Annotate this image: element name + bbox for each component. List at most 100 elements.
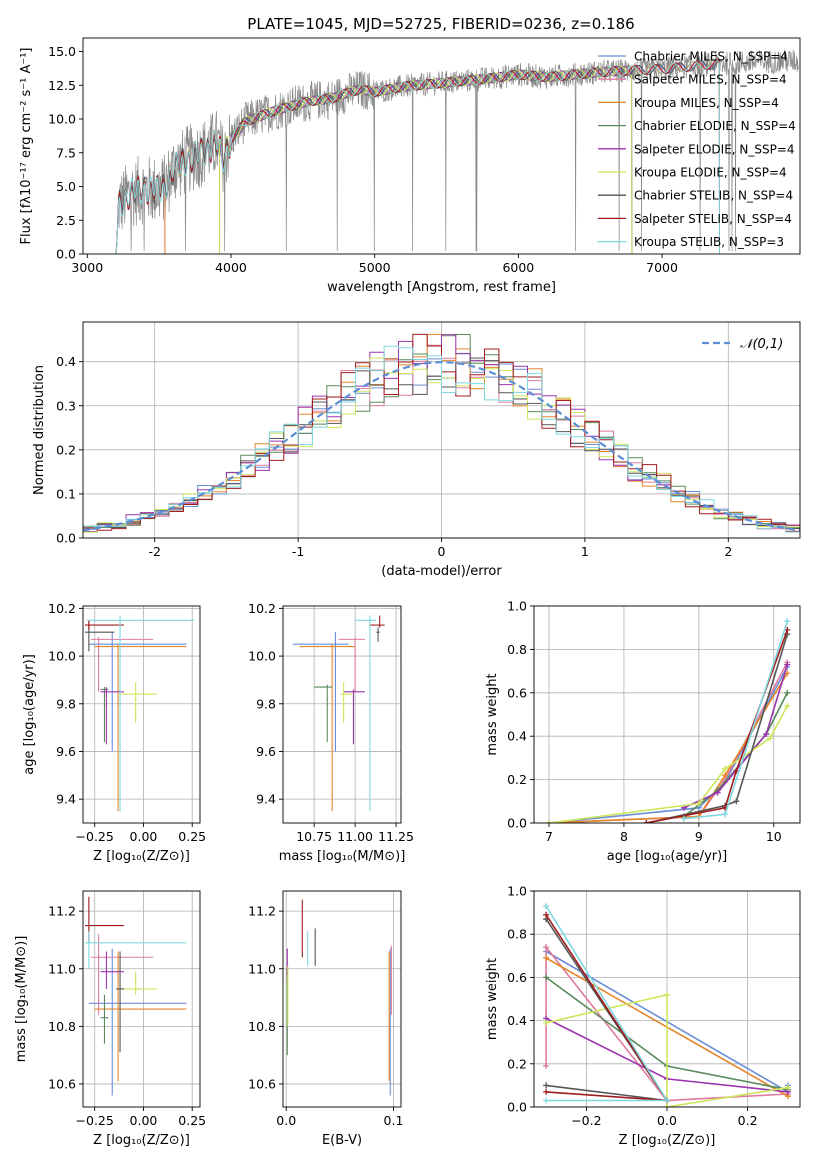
weight-marker (643, 820, 650, 823)
chart-mass-vs-ebv: 0.0 0.1 10.6 10.8 11.0 11.2 E(B-V) (248, 890, 404, 1148)
weight-line (646, 633, 789, 823)
y-tick-label: 9.8 (256, 696, 276, 711)
weight-marker (543, 1062, 550, 1069)
weight-marker (664, 1097, 670, 1104)
x-axis-label: (data-model)/error (381, 564, 502, 579)
y-axis-label: mass [log₁₀(M/M⊙)] (14, 936, 29, 1063)
y-tick-label: 0.3 (56, 398, 76, 413)
y-tick-label: 9.4 (256, 792, 276, 807)
weight-line (545, 905, 669, 1102)
errorbars (292, 615, 385, 812)
x-axis-label: age [log₁₀(age/yr)] (607, 849, 728, 864)
y-axis-label: age [log₁₀(age/yr)] (22, 654, 37, 775)
errorbar-chabrier-stelib (376, 627, 380, 642)
x-tick-label: 11.00 (337, 829, 373, 844)
y-tick-label: 11.2 (48, 904, 76, 919)
weight-line (646, 629, 789, 823)
legend-label-chabrier-stelib: Chabrier STELIB, N_SSP=4 (634, 189, 793, 203)
errorbars (84, 896, 187, 1096)
weight-marker (722, 772, 729, 779)
x-tick-label: 0.25 (178, 1113, 206, 1128)
x-tick-label: 3000 (71, 260, 103, 275)
axes-frame (82, 890, 201, 1108)
x-tick-label: 7000 (646, 260, 678, 275)
x-axis-label: Z [log₁₀(Z/Z⊙)] (93, 849, 190, 864)
errorbar-salpeter-stelib (84, 620, 124, 630)
weight-marker (545, 820, 552, 823)
y-tick-label: 0.6 (507, 685, 527, 700)
x-tick-label: 10.75 (296, 829, 332, 844)
x-tick-label: 5000 (359, 260, 391, 275)
errorbar-kroupa-stelib (86, 615, 195, 812)
y-axis-label: Normed distribution (32, 365, 47, 495)
x-tick-label: 9 (695, 829, 703, 844)
legend-label-kroupa-elodie: Kroupa ELODIE, N_SSP=4 (634, 166, 787, 180)
x-tick-label: -1 (292, 544, 304, 559)
errorbars (84, 615, 195, 812)
weight-marker (543, 974, 550, 981)
errorbar-kroupa-miles (94, 644, 187, 812)
y-tick-label: 11.0 (48, 961, 76, 976)
y-tick-label: 10.6 (48, 1076, 76, 1091)
y-tick-label: 0.2 (507, 1056, 527, 1071)
legend-label-normal: 𝒩(0,1) (740, 337, 783, 352)
y-axis-label: mass weight (485, 958, 500, 1040)
weight-marker (680, 815, 687, 822)
errorbar-kroupa-miles (94, 951, 187, 1082)
axes-frame (282, 605, 402, 824)
errorbar-kroupa-miles (299, 644, 356, 812)
errorbar-chabrier-stelib (116, 951, 124, 1053)
figure-title: PLATE=1045, MJD=52725, FIBERID=0236, z=0… (247, 15, 634, 33)
y-tick-label: 0.1 (56, 486, 76, 501)
x-tick-label: -2 (148, 544, 160, 559)
y-tick-label: 0.0 (56, 247, 76, 262)
weight-marker (784, 702, 791, 709)
chart-spectrum: 3000 4000 5000 6000 7000 0.0 2.5 5.0 7.5 10.0 12.5… (19, 37, 801, 295)
weight-marker (733, 798, 740, 805)
axes-frame (533, 605, 801, 824)
weight-line (548, 666, 789, 823)
y-tick-label: 10.0 (48, 112, 76, 127)
legend-label-salpeter-miles: Salpeter MILES, N_SSP=4 (634, 73, 787, 87)
weight-marker (543, 903, 550, 910)
x-tick-label: 1 (581, 544, 589, 559)
x-tick-label: 0.1 (384, 1113, 404, 1128)
x-axis-label: E(B-V) (322, 1133, 362, 1148)
x-tick-label: 11.25 (378, 829, 414, 844)
weight-series-kroupa-elodie (543, 991, 791, 1107)
y-tick-label: 10.8 (48, 1019, 76, 1034)
y-tick-label: 10.8 (248, 1019, 276, 1034)
x-tick-label: 6000 (502, 260, 534, 275)
x-tick-label: 0.2 (738, 1113, 758, 1128)
legend-label-chabrier-miles: Chabrier MILES, N_SSP=4 (634, 50, 788, 64)
weight-marker (784, 618, 791, 625)
spectrum-lines (115, 49, 799, 254)
chart-weight-vs-age: 7 8 9 10 0.0 0.2 0.4 0.6 0.8 1.0 age [log₁₀(age/yr… (485, 599, 801, 864)
errorbar-kroupa-stelib (84, 931, 187, 969)
y-tick-label: 1.0 (507, 884, 527, 899)
x-axis-label: Z [log₁₀(Z/Z⊙)] (619, 1133, 716, 1148)
weight-series-kroupa-elodie (545, 702, 791, 823)
y-tick-label: 10.2 (48, 601, 76, 616)
x-tick-label: 2 (724, 544, 732, 559)
y-tick-label: 0.6 (507, 970, 527, 985)
weight-lines (545, 618, 791, 823)
legend-label-kroupa-stelib: Kroupa STELIB, N_SSP=3 (634, 235, 784, 249)
errorbar-kroupa-elodie (340, 682, 354, 723)
weight-marker (763, 731, 770, 738)
weight-marker (543, 954, 550, 961)
y-tick-label: 9.8 (56, 696, 76, 711)
errorbar-chabrier-miles (88, 948, 187, 1096)
x-tick-label: −0.25 (76, 1113, 114, 1128)
spectrum-model-chabrier-stelib (115, 58, 720, 254)
weight-marker (784, 661, 791, 668)
y-tick-label: 10.0 (248, 649, 276, 664)
legend-label-salpeter-elodie: Salpeter ELODIE, N_SSP=4 (634, 142, 795, 156)
weight-marker (784, 689, 791, 696)
weight-marker (543, 1088, 550, 1095)
y-tick-label: 0.8 (507, 642, 527, 657)
weight-marker (714, 789, 721, 796)
legend-label-salpeter-stelib: Salpeter STELIB, N_SSP=4 (634, 212, 792, 226)
x-tick-label: −0.2 (571, 1113, 601, 1128)
